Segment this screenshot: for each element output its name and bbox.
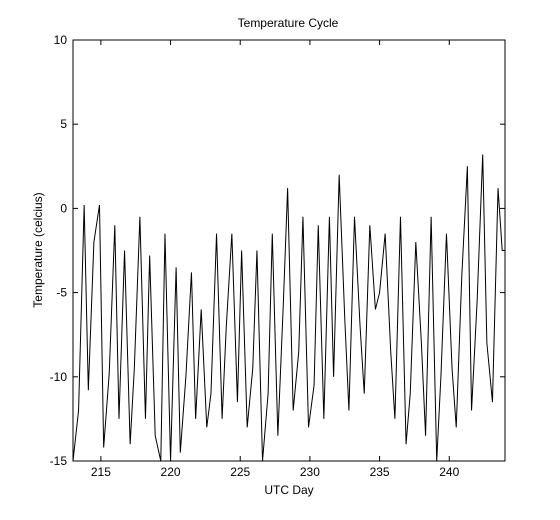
- x-tick-label: 240: [439, 465, 459, 479]
- y-axis-title: Temperature (celcius): [31, 192, 45, 307]
- y-tick-label: 10: [54, 33, 68, 47]
- y-tick-label: 5: [60, 117, 67, 131]
- x-tick-label: 230: [300, 465, 320, 479]
- series-line-temperature: [73, 154, 505, 461]
- tick-labels: 215 220 225 230 235 240 -15 -10 -5 0 5 10: [50, 33, 460, 479]
- plot-area: [73, 154, 505, 461]
- plot-frame: [72, 39, 506, 462]
- y-tick-label: 0: [60, 201, 67, 215]
- y-tick-label: -5: [56, 286, 67, 300]
- x-tick-label: 235: [370, 465, 390, 479]
- x-tick-label: 220: [161, 465, 181, 479]
- x-axis-title: UTC Day: [264, 483, 313, 497]
- x-tick-label: 215: [91, 465, 111, 479]
- x-tick-label: 225: [230, 465, 250, 479]
- y-tick-label: -15: [50, 454, 68, 468]
- y-tick-label: -10: [50, 370, 68, 384]
- chart-title: Temperature Cycle: [238, 16, 339, 30]
